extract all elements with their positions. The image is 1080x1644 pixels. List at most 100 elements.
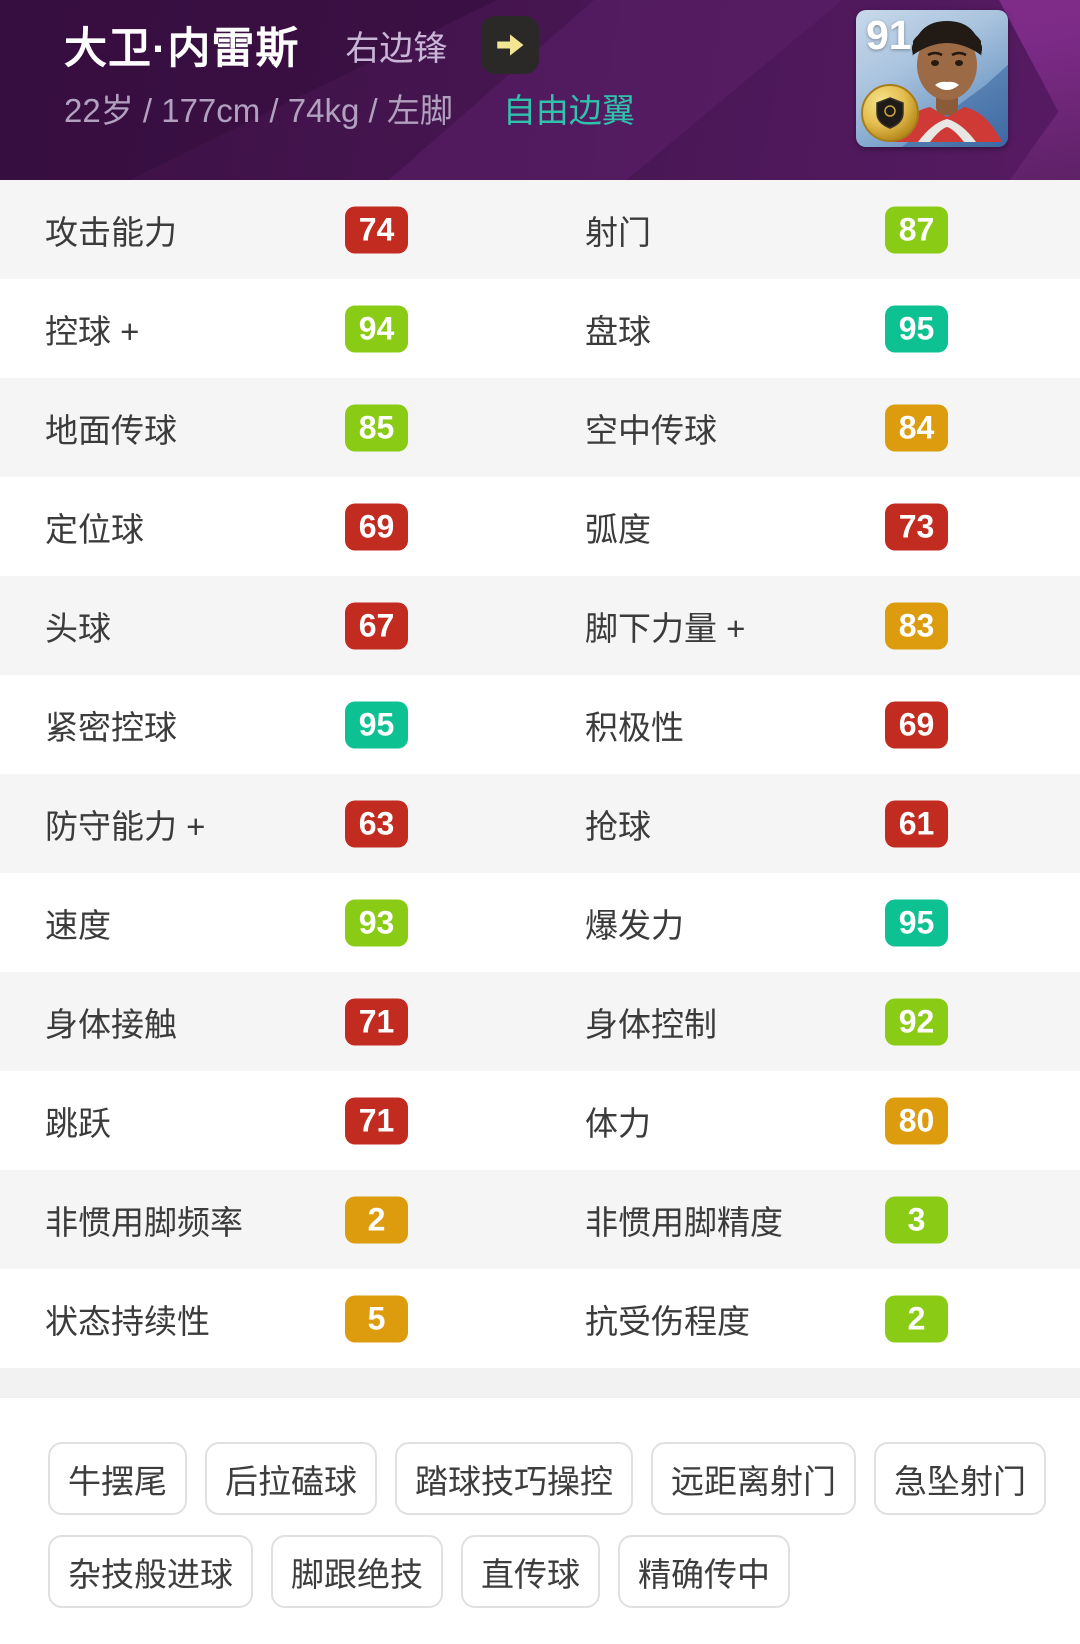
stat-value-badge: 93 (345, 899, 408, 946)
stat-label: 脚下力量 + (585, 609, 746, 647)
stat-value-badge: 85 (345, 404, 408, 451)
stat-value-badge: 71 (345, 998, 408, 1045)
stats-row: 身体接触 71 身体控制 92 (0, 972, 1080, 1071)
medal-icon (861, 84, 919, 142)
stat-value-badge: 92 (885, 998, 948, 1045)
stat-cell: 抗受伤程度 2 (540, 1269, 1080, 1368)
skills-row: 杂技般进球 脚跟绝技 直传球 精确传中 (48, 1535, 1060, 1608)
player-name: 大卫·内雷斯 (64, 25, 300, 73)
stat-cell: 地面传球 85 (0, 378, 540, 477)
player-position: 右边锋 (345, 29, 448, 68)
stat-label: 控球 + (45, 312, 140, 350)
stat-cell: 积极性 69 (540, 675, 1080, 774)
stat-cell: 定位球 69 (0, 477, 540, 576)
stats-row: 防守能力 + 63 抢球 61 (0, 774, 1080, 873)
stat-value-badge: 94 (345, 305, 408, 352)
stat-label: 紧密控球 (45, 708, 177, 746)
stat-cell: 跳跃 71 (0, 1071, 540, 1170)
stat-value-badge: 73 (885, 503, 948, 550)
stat-label: 防守能力 + (45, 807, 206, 845)
stat-cell: 头球 67 (0, 576, 540, 675)
skills-row: 牛摆尾 后拉磕球 踏球技巧操控 远距离射门 急坠射门 (48, 1442, 1060, 1515)
player-photo (882, 10, 1008, 147)
stat-label: 抢球 (585, 807, 651, 845)
stats-row: 非惯用脚频率 2 非惯用脚精度 3 (0, 1170, 1080, 1269)
skill-chip: 精确传中 (618, 1535, 790, 1608)
position-arrow-button[interactable] (481, 16, 540, 74)
skill-chip: 远距离射门 (651, 1442, 856, 1515)
stat-value-badge: 63 (345, 800, 408, 847)
skill-chip: 脚跟绝技 (271, 1535, 443, 1608)
stat-value-badge: 5 (345, 1295, 408, 1342)
stat-cell: 身体控制 92 (540, 972, 1080, 1071)
stat-label: 身体接触 (45, 1005, 177, 1043)
skill-chip: 踏球技巧操控 (395, 1442, 633, 1515)
stats-row: 定位球 69 弧度 73 (0, 477, 1080, 576)
player-header: 大卫·内雷斯 右边锋 22岁 / 177cm / 74kg / 左脚 自由边翼 (0, 0, 1080, 180)
stats-row: 攻击能力 74 射门 87 (0, 180, 1080, 279)
skill-chip: 急坠射门 (874, 1442, 1046, 1515)
stat-cell: 射门 87 (540, 180, 1080, 279)
stat-value-badge: 2 (345, 1196, 408, 1243)
stat-label: 体力 (585, 1104, 651, 1142)
player-playstyle: 自由边翼 (502, 92, 635, 129)
stat-value-badge: 74 (345, 206, 408, 253)
stat-label: 抗受伤程度 (585, 1302, 750, 1340)
stat-label: 弧度 (585, 510, 651, 548)
stats-row: 头球 67 脚下力量 + 83 (0, 576, 1080, 675)
stats-row: 紧密控球 95 积极性 69 (0, 675, 1080, 774)
stat-label: 头球 (45, 609, 111, 647)
stat-cell: 非惯用脚精度 3 (540, 1170, 1080, 1269)
stat-cell: 爆发力 95 (540, 873, 1080, 972)
stat-cell: 攻击能力 74 (0, 180, 540, 279)
stat-value-badge: 2 (885, 1295, 948, 1342)
skill-chip: 直传球 (461, 1535, 600, 1608)
stat-value-badge: 67 (345, 602, 408, 649)
stat-label: 定位球 (45, 510, 144, 548)
stat-label: 跳跃 (45, 1104, 111, 1142)
stats-row: 速度 93 爆发力 95 (0, 873, 1080, 972)
player-meta-row: 22岁 / 177cm / 74kg / 左脚 自由边翼 (64, 84, 635, 132)
stats-row: 地面传球 85 空中传球 84 (0, 378, 1080, 477)
stat-label: 积极性 (585, 708, 684, 746)
stats-row: 跳跃 71 体力 80 (0, 1071, 1080, 1170)
stat-cell: 非惯用脚频率 2 (0, 1170, 540, 1269)
stat-label: 射门 (585, 213, 651, 251)
stat-label: 空中传球 (585, 411, 717, 449)
stat-value-badge: 69 (885, 701, 948, 748)
skills-section: 牛摆尾 后拉磕球 踏球技巧操控 远距离射门 急坠射门 杂技般进球 脚跟绝技 直传… (0, 1398, 1080, 1608)
stat-label: 非惯用脚精度 (585, 1203, 783, 1241)
stat-label: 身体控制 (585, 1005, 717, 1043)
stat-cell: 脚下力量 + 83 (540, 576, 1080, 675)
player-rating: 91 (866, 12, 912, 58)
stat-label: 状态持续性 (45, 1302, 210, 1340)
stat-value-badge: 83 (885, 602, 948, 649)
stat-value-badge: 71 (345, 1097, 408, 1144)
stat-cell: 状态持续性 5 (0, 1269, 540, 1368)
player-meta: 22岁 / 177cm / 74kg / 左脚 (64, 92, 453, 129)
stat-label: 爆发力 (585, 906, 684, 944)
stats-row: 控球 + 94 盘球 95 (0, 279, 1080, 378)
section-divider (0, 1368, 1080, 1398)
stat-cell: 空中传球 84 (540, 378, 1080, 477)
stat-label: 盘球 (585, 312, 651, 350)
stat-cell: 身体接触 71 (0, 972, 540, 1071)
player-card: 91 (856, 10, 1008, 147)
stat-label: 地面传球 (45, 411, 177, 449)
stat-cell: 弧度 73 (540, 477, 1080, 576)
stat-value-badge: 87 (885, 206, 948, 253)
stat-value-badge: 3 (885, 1196, 948, 1243)
stats-row: 状态持续性 5 抗受伤程度 2 (0, 1269, 1080, 1368)
stat-value-badge: 69 (345, 503, 408, 550)
stat-label: 非惯用脚频率 (45, 1203, 243, 1241)
stat-value-badge: 61 (885, 800, 948, 847)
stat-value-badge: 95 (885, 899, 948, 946)
stat-cell: 防守能力 + 63 (0, 774, 540, 873)
stats-table: 攻击能力 74 射门 87 控球 + 94 盘球 95 地面传球 85 空中传球… (0, 180, 1080, 1368)
stat-cell: 体力 80 (540, 1071, 1080, 1170)
player-name-row: 大卫·内雷斯 右边锋 (64, 14, 540, 76)
stat-label: 速度 (45, 906, 111, 944)
stat-cell: 速度 93 (0, 873, 540, 972)
stat-label: 攻击能力 (45, 213, 177, 251)
stat-value-badge: 80 (885, 1097, 948, 1144)
